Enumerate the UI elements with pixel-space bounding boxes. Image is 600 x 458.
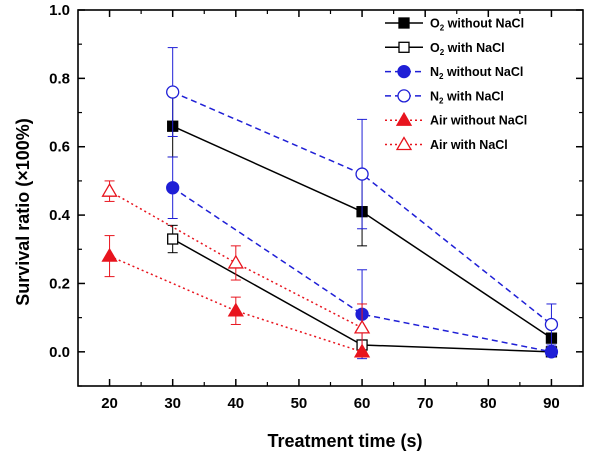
legend-label: Air without NaCl xyxy=(430,114,527,128)
legend-item-0: O2 without NaCl xyxy=(385,17,524,33)
legend-marker xyxy=(397,64,411,79)
series-5 xyxy=(101,180,371,353)
legend-marker xyxy=(397,89,411,103)
data-point xyxy=(166,181,180,195)
series-layer xyxy=(101,47,559,360)
legend-label: O2 without NaCl xyxy=(430,17,524,33)
data-point xyxy=(167,233,179,245)
series-3 xyxy=(166,47,559,346)
y-tick-label: 1.0 xyxy=(49,2,70,19)
data-point xyxy=(544,345,559,359)
legend-item-1: O2 with NaCl xyxy=(385,41,505,57)
series-4 xyxy=(101,235,371,358)
legend-marker xyxy=(395,111,413,126)
y-tick-label: 0.2 xyxy=(49,275,70,292)
legend-label: Air with NaCl xyxy=(430,138,508,152)
legend-item-2: N2 without NaCl xyxy=(385,64,523,81)
legend-marker xyxy=(395,136,413,151)
y-tick-label: 0.8 xyxy=(49,70,70,87)
legend-item-4: Air without NaCl xyxy=(385,111,527,128)
x-tick-label: 70 xyxy=(417,395,434,412)
legend-item-5: Air with NaCl xyxy=(385,136,508,152)
data-point xyxy=(353,319,371,334)
data-point xyxy=(544,317,559,332)
data-point xyxy=(166,85,180,99)
data-point xyxy=(101,182,118,197)
legend-marker xyxy=(398,17,410,29)
legend-label: O2 with NaCl xyxy=(430,41,505,57)
x-tick-label: 40 xyxy=(227,395,244,412)
legend-marker xyxy=(398,41,410,53)
x-tick-label: 60 xyxy=(354,395,371,412)
data-point xyxy=(227,302,244,317)
legend-label: N2 without NaCl xyxy=(430,65,523,81)
x-tick-label: 50 xyxy=(291,395,308,412)
y-axis-title: Survival ratio (×100%) xyxy=(13,118,33,306)
legend-item-3: N2 with NaCl xyxy=(385,89,504,105)
x-tick-label: 80 xyxy=(480,395,497,412)
x-tick-label: 30 xyxy=(164,395,181,412)
legend-label: N2 with NaCl xyxy=(430,89,504,105)
series-line xyxy=(172,187,552,353)
y-tick-label: 0.4 xyxy=(49,207,71,224)
x-tick-label: 20 xyxy=(101,395,118,412)
y-tick-label: 0.6 xyxy=(49,139,70,156)
axes: 20 30 40 50 60 70 80 90 0.0 0.2 0.4 0.6 0.8 1.0 xyxy=(49,2,584,412)
y-tick-label: 0.0 xyxy=(49,344,70,361)
data-point xyxy=(355,167,369,181)
x-tick-label: 90 xyxy=(543,395,560,412)
x-axis-title: Treatment time (s) xyxy=(267,431,422,451)
series-line xyxy=(109,255,363,353)
data-point xyxy=(101,247,118,262)
legend: O2 without NaCl O2 with NaCl N2 without Na… xyxy=(385,17,527,152)
data-point xyxy=(227,254,244,269)
